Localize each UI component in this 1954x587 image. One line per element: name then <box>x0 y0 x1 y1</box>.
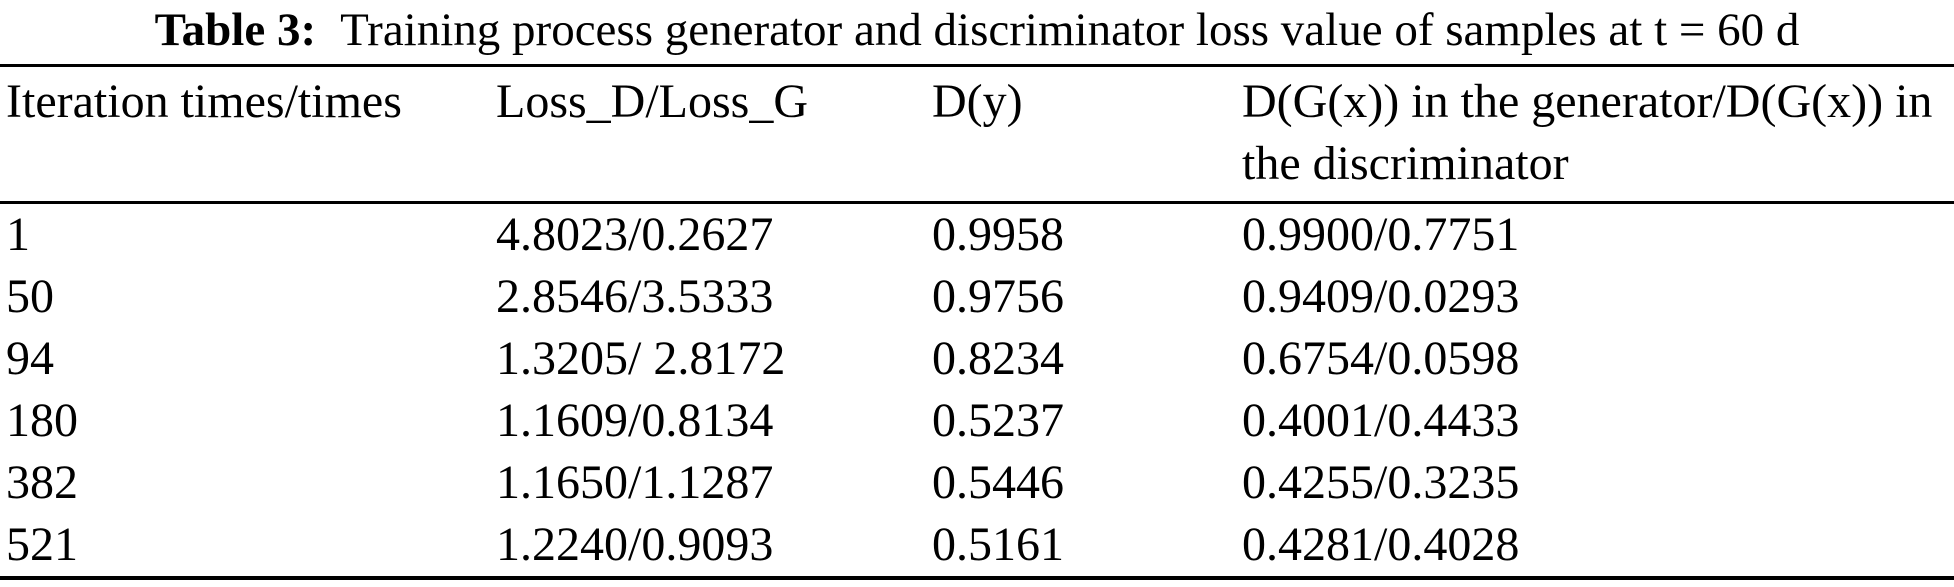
table-row: 382 1.1650/1.1287 0.5446 0.4255/0.3235 <box>0 452 1954 514</box>
column-header-iteration-times: Iteration times/times <box>0 65 490 204</box>
cell-d-y: 0.5446 <box>932 456 1064 509</box>
column-header-d-y: D(y) <box>926 65 1236 204</box>
data-table: Iteration times/times Loss_D/Loss_G D(y)… <box>0 64 1954 580</box>
cell-iteration: 50 <box>6 270 54 323</box>
cell-d-g-x: 0.4255/0.3235 <box>1242 456 1520 509</box>
table-row: 521 1.2240/0.9093 0.5161 0.4281/0.4028 <box>0 514 1954 578</box>
cell-loss: 1.3205/ 2.8172 <box>496 332 786 385</box>
cell-d-y: 0.5237 <box>932 394 1064 447</box>
cell-d-g-x: 0.9900/0.7751 <box>1242 208 1520 261</box>
header-row: Iteration times/times Loss_D/Loss_G D(y)… <box>0 65 1954 204</box>
cell-d-g-x: 0.9409/0.0293 <box>1242 270 1520 323</box>
cell-iteration: 94 <box>6 332 54 385</box>
table-row: 180 1.1609/0.8134 0.5237 0.4001/0.4433 <box>0 390 1954 452</box>
cell-loss: 2.8546/3.5333 <box>496 270 774 323</box>
cell-loss: 1.1650/1.1287 <box>496 456 774 509</box>
cell-loss: 1.1609/0.8134 <box>496 394 774 447</box>
cell-d-y: 0.9756 <box>932 270 1064 323</box>
table-row: 50 2.8546/3.5333 0.9756 0.9409/0.0293 <box>0 266 1954 328</box>
cell-iteration: 382 <box>6 456 78 509</box>
cell-d-y: 0.5161 <box>932 518 1064 571</box>
cell-iteration: 521 <box>6 518 78 571</box>
cell-d-y: 0.9958 <box>932 208 1064 261</box>
cell-d-g-x: 0.4281/0.4028 <box>1242 518 1520 571</box>
cell-d-g-x: 0.4001/0.4433 <box>1242 394 1520 447</box>
table-row: 94 1.3205/ 2.8172 0.8234 0.6754/0.0598 <box>0 328 1954 390</box>
cell-loss: 1.2240/0.9093 <box>496 518 774 571</box>
cell-loss: 4.8023/0.2627 <box>496 208 774 261</box>
cell-iteration: 180 <box>6 394 78 447</box>
column-header-d-g-x: D(G(x)) in the generator/D(G(x)) in the … <box>1236 65 1954 204</box>
cell-iteration: 1 <box>6 208 30 261</box>
table-caption-label: Table 3: <box>154 4 317 56</box>
table-row: 1 4.8023/0.2627 0.9958 0.9900/0.7751 <box>0 203 1954 267</box>
column-header-loss-d-loss-g: Loss_D/Loss_G <box>490 65 926 204</box>
table-caption-title: Training process generator and discrimin… <box>340 4 1800 56</box>
table-body: 1 4.8023/0.2627 0.9958 0.9900/0.7751 50 … <box>0 203 1954 579</box>
cell-d-g-x: 0.6754/0.0598 <box>1242 332 1520 385</box>
table-header: Iteration times/times Loss_D/Loss_G D(y)… <box>0 65 1954 204</box>
table-caption: Table 3: Training process generator and d… <box>0 0 1954 64</box>
cell-d-y: 0.8234 <box>932 332 1064 385</box>
